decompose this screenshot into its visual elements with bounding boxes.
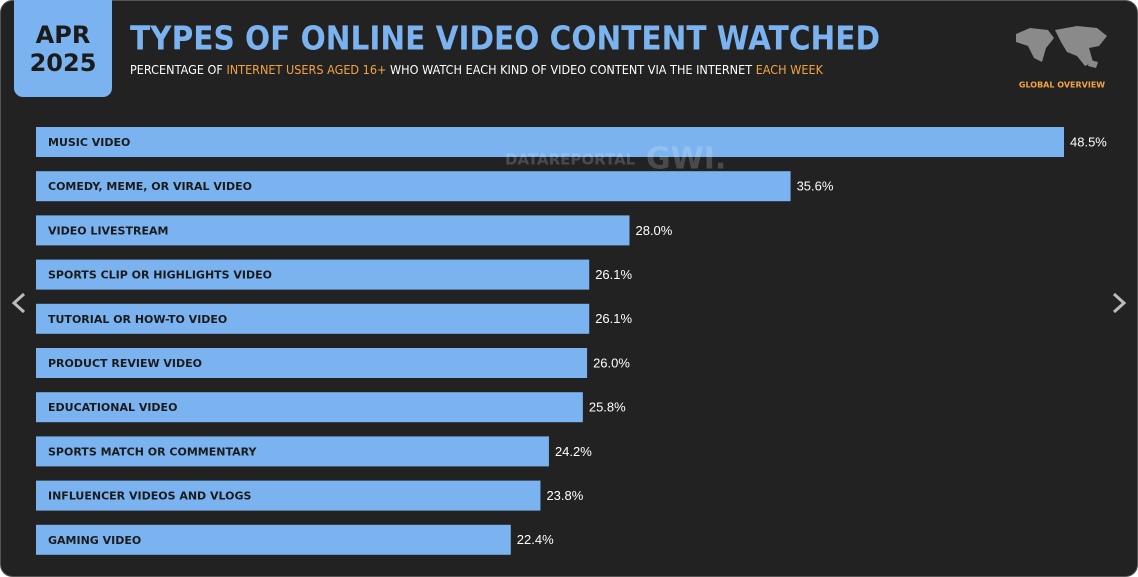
value-label: 25.8% <box>589 400 626 415</box>
badge-year: 2025 <box>30 49 97 77</box>
next-arrow[interactable] <box>1112 292 1127 314</box>
chart-title: TYPES OF ONLINE VIDEO CONTENT WATCHED <box>130 19 880 58</box>
bar <box>36 171 791 202</box>
watermark: GWI. <box>646 142 726 177</box>
category-label: INFLUENCER VIDEOS AND VLOGS <box>48 490 252 503</box>
previous-arrow[interactable] <box>11 292 26 314</box>
category-label: EDUCATIONAL VIDEO <box>48 401 177 414</box>
bar <box>36 303 590 334</box>
category-label: COMEDY, MEME, OR VIRAL VIDEO <box>48 180 252 193</box>
value-label: 35.6% <box>797 179 834 194</box>
subtitle-part: PERCENTAGE OF <box>130 63 226 77</box>
value-label: 23.8% <box>546 488 583 503</box>
value-label: 48.5% <box>1070 134 1107 149</box>
world-map-icon <box>1016 26 1107 68</box>
value-label: 28.0% <box>635 223 672 238</box>
category-label: VIDEO LIVESTREAM <box>48 224 168 237</box>
badge-month: APR <box>36 21 91 49</box>
category-label: SPORTS MATCH OR COMMENTARY <box>48 445 258 458</box>
category-label: PRODUCT REVIEW VIDEO <box>48 357 202 370</box>
bar <box>36 436 549 467</box>
category-label: MUSIC VIDEO <box>48 136 130 149</box>
category-label: TUTORIAL OR HOW-TO VIDEO <box>48 313 227 326</box>
date-badge <box>14 0 112 97</box>
bar <box>36 524 511 555</box>
value-label: 26.1% <box>595 267 632 282</box>
value-label: 26.0% <box>593 355 630 370</box>
bar-area: MUSIC VIDEO 48.5% COMEDY, MEME, OR VIRAL V… <box>36 127 1107 555</box>
value-label: 26.1% <box>595 311 632 326</box>
value-label: 24.2% <box>555 444 592 459</box>
bar <box>36 392 583 423</box>
watermark: DATAREPORTAL <box>505 151 636 169</box>
category-label: GAMING VIDEO <box>48 534 141 547</box>
category-label: SPORTS CLIP OR HIGHLIGHTS VIDEO <box>48 269 272 282</box>
value-label: 22.4% <box>517 532 554 547</box>
subtitle-highlight: INTERNET USERS AGED 16+ <box>226 63 386 77</box>
bar <box>36 215 630 246</box>
bar <box>36 259 590 290</box>
bar <box>36 127 1064 157</box>
subtitle-highlight: EACH WEEK <box>756 63 824 77</box>
corner-label: GLOBAL OVERVIEW <box>1019 81 1105 90</box>
bar <box>36 348 588 378</box>
subtitle-part: WHO WATCH EACH KIND OF VIDEO CONTENT VIA… <box>386 63 755 77</box>
bar <box>36 480 541 511</box>
chart-subtitle: PERCENTAGE OF INTERNET USERS AGED 16+ WH… <box>130 63 824 77</box>
